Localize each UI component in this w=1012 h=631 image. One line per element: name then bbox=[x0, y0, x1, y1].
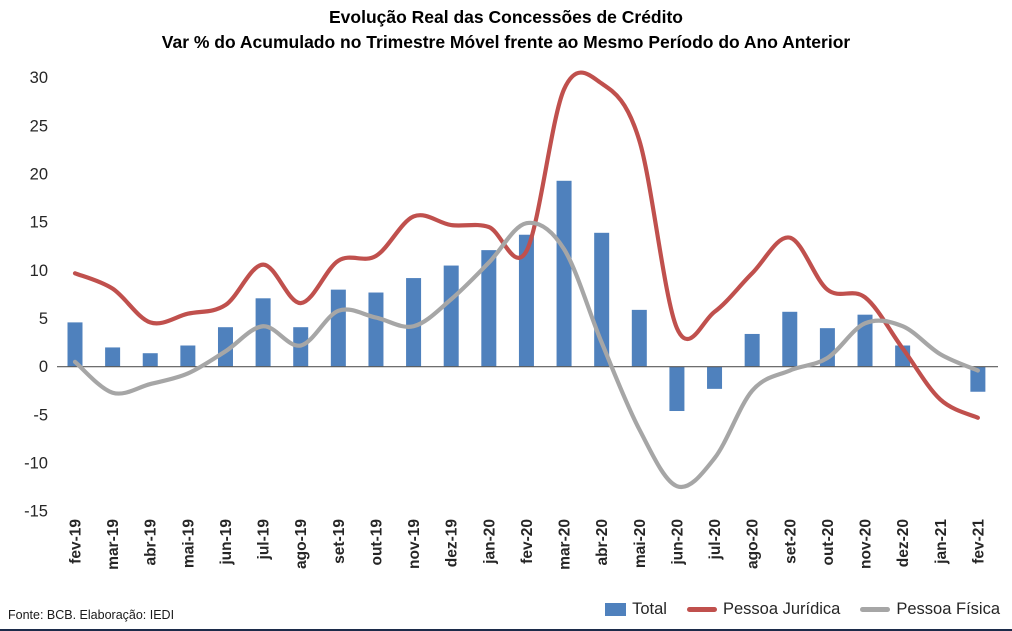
svg-text:-15: -15 bbox=[24, 503, 48, 521]
svg-text:fev-19: fev-19 bbox=[68, 519, 85, 564]
bars-total bbox=[67, 180, 986, 412]
svg-text:mar-19: mar-19 bbox=[105, 519, 122, 570]
legend-item-total: Total bbox=[605, 600, 667, 619]
svg-text:jan-20: jan-20 bbox=[481, 519, 498, 565]
legend-label-pessoa-juridica: Pessoa Jurídica bbox=[722, 600, 841, 618]
svg-text:nov-19: nov-19 bbox=[406, 519, 423, 569]
source-note: Fonte: BCB. Elaboração: IEDI bbox=[8, 608, 175, 622]
svg-text:dez-19: dez-19 bbox=[444, 519, 461, 568]
svg-text:fev-21: fev-21 bbox=[970, 519, 987, 564]
chart-subtitle: Var % do Acumulado no Trimestre Móvel fr… bbox=[161, 32, 851, 53]
svg-text:mai-19: mai-19 bbox=[180, 519, 197, 568]
legend-item-pessoa-juridica: Pessoa Jurídica bbox=[686, 600, 841, 619]
svg-text:jul-19: jul-19 bbox=[256, 519, 273, 561]
title-block: Evolução Real das Concessões de Crédito … bbox=[0, 5, 1012, 56]
svg-text:-5: -5 bbox=[33, 406, 48, 424]
legend-label-total: Total bbox=[632, 600, 667, 618]
svg-text:nov-20: nov-20 bbox=[858, 519, 875, 569]
svg-text:mai-20: mai-20 bbox=[632, 519, 649, 568]
chart-title: Evolução Real das Concessões de Crédito bbox=[328, 7, 683, 27]
svg-text:5: 5 bbox=[39, 310, 48, 328]
svg-text:set-20: set-20 bbox=[782, 519, 799, 564]
svg-text:jun-20: jun-20 bbox=[669, 519, 686, 566]
svg-text:out-20: out-20 bbox=[820, 519, 837, 566]
legend-swatch-total bbox=[605, 603, 627, 616]
svg-text:out-19: out-19 bbox=[368, 519, 385, 566]
svg-text:jul-20: jul-20 bbox=[707, 519, 724, 560]
svg-text:jun-19: jun-19 bbox=[218, 519, 235, 566]
line-pessoa-física bbox=[72, 220, 980, 490]
svg-text:ago-20: ago-20 bbox=[745, 519, 762, 569]
svg-text:ago-19: ago-19 bbox=[293, 519, 310, 569]
legend-swatch-pessoa-fisica bbox=[860, 607, 891, 612]
svg-text:jan-21: jan-21 bbox=[933, 519, 950, 565]
svg-text:30: 30 bbox=[30, 69, 48, 87]
legend-label-pessoa-fisica: Pessoa Física bbox=[896, 600, 1000, 618]
svg-text:dez-20: dez-20 bbox=[895, 519, 912, 567]
svg-text:fev-20: fev-20 bbox=[519, 519, 536, 564]
svg-text:-10: -10 bbox=[24, 455, 48, 473]
legend-item-pessoa-fisica: Pessoa Física bbox=[860, 600, 1000, 619]
svg-text:15: 15 bbox=[30, 214, 48, 232]
bottom-border bbox=[0, 629, 1012, 631]
line-pessoa-jurídica bbox=[72, 70, 980, 420]
legend: Total Pessoa Jurídica Pessoa Física bbox=[605, 600, 1000, 619]
svg-text:abr-20: abr-20 bbox=[594, 519, 611, 566]
svg-text:10: 10 bbox=[30, 262, 48, 280]
svg-text:25: 25 bbox=[30, 117, 48, 135]
legend-swatch-pessoa-juridica bbox=[686, 607, 717, 612]
svg-text:20: 20 bbox=[30, 166, 48, 184]
svg-text:mar-20: mar-20 bbox=[557, 519, 574, 570]
x-axis-labels: fev-19 mar-19 abr-19 mai-19 jun-19 jul-19 ago-… bbox=[68, 519, 988, 570]
svg-text:abr-19: abr-19 bbox=[143, 519, 160, 566]
svg-text:0: 0 bbox=[39, 358, 48, 376]
svg-text:set-19: set-19 bbox=[331, 519, 348, 564]
y-axis-labels: 30 25 20 15 10 5 0 -5 -10 -15 bbox=[24, 69, 48, 520]
